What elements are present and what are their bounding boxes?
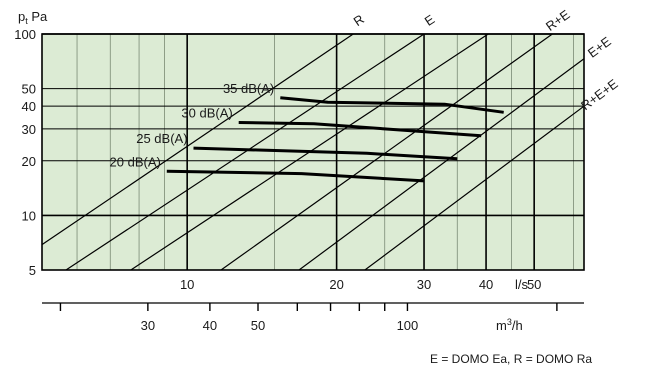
- duct-line: [220, 34, 553, 270]
- y-tick-label: 10: [22, 208, 36, 223]
- x-axis-ticks: 10 20 30 40 50: [180, 277, 541, 292]
- series-labels: 35 dB(A) 30 dB(A) 25 dB(A) 20 dB(A): [110, 81, 275, 170]
- duct-line: [65, 34, 425, 270]
- x-tick-label: 30: [417, 277, 431, 292]
- series-label: 30 dB(A): [181, 106, 232, 121]
- y-axis-ticks: 5 10 20 30 40 50 100: [14, 27, 36, 278]
- secondary-tick-label: 50: [251, 318, 265, 333]
- duct-line-label: R: [351, 11, 367, 29]
- noise-series-line: [166, 169, 425, 183]
- noise-series-line: [280, 96, 504, 114]
- noise-series: [166, 96, 504, 183]
- series-label: 25 dB(A): [136, 131, 187, 146]
- plot-frame: [41, 33, 585, 271]
- noise-series-line: [238, 121, 482, 138]
- series-label: 35 dB(A): [223, 81, 274, 96]
- y-tick-label: 50: [22, 82, 36, 97]
- y-axis-label: pt Pa: [18, 9, 48, 26]
- x-axis-unit: l/s: [515, 277, 529, 292]
- secondary-tick-label: 100: [397, 318, 419, 333]
- y-tick-label: 5: [29, 263, 36, 278]
- secondary-tick-label: 40: [203, 318, 217, 333]
- series-label: 20 dB(A): [110, 154, 161, 169]
- noise-series-line: [193, 146, 458, 161]
- footnote: E = DOMO Ea, R = DOMO Ra: [430, 352, 593, 366]
- duct-line-label: E: [422, 11, 438, 28]
- duct-line-label: R+E: [543, 7, 573, 34]
- x-tick-label: 40: [479, 277, 493, 292]
- y-tick-label: 30: [22, 122, 36, 137]
- x-tick-label: 20: [329, 277, 343, 292]
- x-tick-label: 50: [527, 277, 541, 292]
- secondary-axis: 30 40 50 100: [42, 302, 584, 333]
- x-tick-label: 10: [180, 277, 194, 292]
- y-tick-label: 100: [14, 27, 36, 42]
- duct-line: [42, 34, 354, 246]
- duct-lines: [42, 34, 584, 270]
- secondary-axis-unit: m3/h: [496, 317, 523, 333]
- y-tick-label: 20: [22, 154, 36, 169]
- secondary-tick-label: 30: [141, 318, 155, 333]
- y-tick-label: 40: [22, 99, 36, 114]
- duct-line: [364, 105, 584, 270]
- duct-line: [298, 58, 584, 270]
- duct-line-label: E+E: [585, 34, 614, 61]
